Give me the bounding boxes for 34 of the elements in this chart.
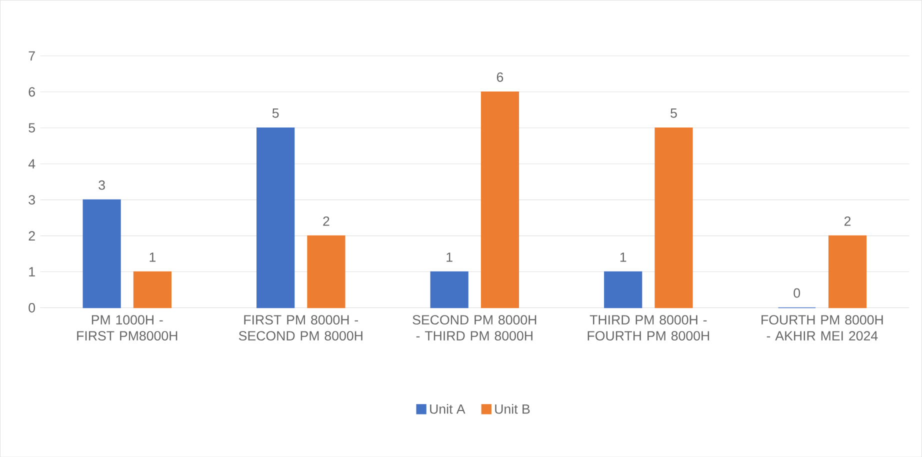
y-tick-label: 3 bbox=[28, 194, 35, 204]
data-label: 1 bbox=[446, 252, 452, 262]
y-tick-label: 4 bbox=[28, 159, 36, 168]
data-label: 1 bbox=[150, 252, 156, 262]
x-tick-label: FIRST PM 8000H - SECOND PM 8000H bbox=[238, 315, 362, 340]
y-tick-label: 6 bbox=[28, 87, 35, 96]
bar bbox=[654, 127, 693, 308]
data-label: 2 bbox=[323, 216, 330, 226]
y-tick-label: 0 bbox=[28, 302, 36, 312]
bar bbox=[828, 235, 867, 308]
y-tick-label: 2 bbox=[28, 231, 35, 240]
x-tick-label: PM 1000H - FIRST PM8000H bbox=[77, 315, 178, 340]
bar bbox=[430, 271, 468, 308]
legend-label: Unit A bbox=[430, 404, 466, 414]
data-label: 5 bbox=[670, 108, 677, 118]
data-label: 3 bbox=[98, 180, 105, 190]
y-tick-label: 1 bbox=[29, 267, 35, 276]
data-label: 0 bbox=[794, 288, 800, 298]
data-label: 2 bbox=[844, 216, 851, 226]
x-tick-label: SECOND PM 8000H - THIRD PM 8000H bbox=[412, 315, 536, 340]
bar bbox=[480, 91, 520, 308]
data-label: 5 bbox=[272, 108, 279, 118]
bar bbox=[133, 271, 172, 308]
legend-label: Unit B bbox=[495, 404, 530, 414]
x-tick-label: FOURTH PM 8000H - AKHIR MEI 2024 bbox=[762, 315, 883, 340]
y-tick-label: 5 bbox=[28, 123, 35, 132]
bar bbox=[307, 235, 346, 308]
data-label: 6 bbox=[496, 72, 504, 82]
y-tick-label: 7 bbox=[28, 51, 35, 60]
bar bbox=[82, 199, 121, 308]
x-tick-label: THIRD PM 8000H - FOURTH PM 8000H bbox=[588, 315, 710, 340]
data-label: 1 bbox=[620, 252, 626, 262]
bar bbox=[256, 127, 295, 308]
bar bbox=[604, 271, 642, 308]
